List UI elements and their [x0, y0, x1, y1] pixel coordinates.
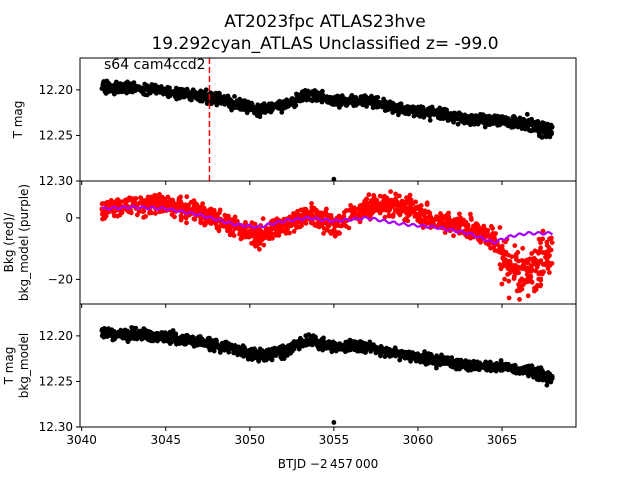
bottom-outlier-point: [331, 420, 337, 425]
bottom-panel-frame: [79, 303, 577, 428]
xtick-label: 3040: [66, 433, 97, 447]
bottom-ylabel: bkg_model: [17, 333, 31, 399]
xtick-label: 3055: [319, 433, 350, 447]
bkg-model-line: [101, 204, 554, 245]
bottom-ytick-label: 12.25: [39, 374, 73, 388]
top-ytick-label: 12.25: [39, 128, 73, 142]
middle-ylabel: bkg_model (purple): [17, 184, 31, 301]
x-axis-label: BTJD −2 457 000: [278, 457, 378, 471]
middle-ytick-label: −20: [48, 272, 73, 286]
sector-label: s64 cam4ccd2: [104, 57, 206, 73]
top-data-points: [99, 78, 555, 140]
top-ytick-label: 12.30: [39, 174, 73, 188]
middle-ytick-label: 0: [65, 211, 73, 225]
xtick-label: 3060: [403, 433, 434, 447]
bottom-ytick-label: 12.20: [39, 329, 73, 343]
xtick-label: 3050: [235, 433, 266, 447]
bottom-data-points: [99, 325, 555, 388]
middle-data-points: [99, 189, 555, 302]
bottom-ylabel: T mag: [2, 347, 16, 386]
top-ytick-label: 12.20: [39, 83, 73, 97]
figure-title-line2: 19.292cyan_ATLAS Unclassified z= -99.0: [151, 34, 498, 54]
middle-ylabel: Bkg (red)/: [2, 212, 16, 273]
xtick-label: 3045: [150, 433, 181, 447]
xtick-label: 3065: [487, 433, 518, 447]
figure-title-line1: AT2023fpc ATLAS23hve: [224, 12, 425, 32]
bottom-ytick-label: 12.30: [39, 420, 73, 434]
top-outlier-point: [331, 176, 337, 182]
top-ylabel: T mag: [11, 101, 25, 140]
